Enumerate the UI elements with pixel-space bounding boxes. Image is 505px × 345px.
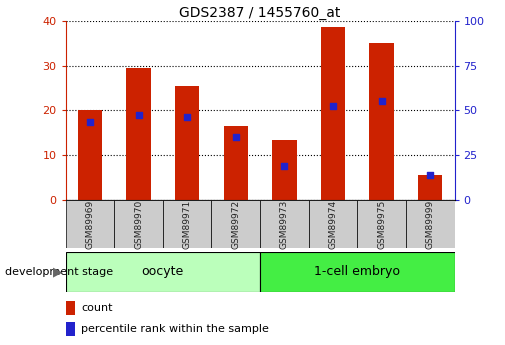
Bar — [224, 126, 248, 200]
Point — [378, 99, 386, 104]
Text: percentile rank within the sample: percentile rank within the sample — [81, 324, 269, 334]
Text: GSM89972: GSM89972 — [231, 200, 240, 249]
Point — [134, 112, 142, 118]
Bar — [66, 322, 75, 336]
Bar — [175, 86, 199, 200]
Text: development stage: development stage — [5, 267, 113, 277]
Bar — [260, 200, 309, 248]
Text: GSM89973: GSM89973 — [280, 200, 289, 249]
Text: count: count — [81, 303, 113, 313]
Point — [426, 172, 434, 178]
Text: ▶: ▶ — [53, 265, 63, 278]
Text: GSM89969: GSM89969 — [85, 200, 94, 249]
Title: GDS2387 / 1455760_at: GDS2387 / 1455760_at — [179, 6, 341, 20]
Bar — [406, 200, 454, 248]
Bar — [66, 252, 260, 292]
Bar — [163, 200, 212, 248]
Bar — [78, 110, 102, 200]
Bar — [66, 301, 75, 315]
Point — [329, 103, 337, 109]
Text: 1-cell embryo: 1-cell embryo — [314, 265, 400, 278]
Bar — [212, 200, 260, 248]
Point — [183, 115, 191, 120]
Bar — [358, 200, 406, 248]
Text: GSM89974: GSM89974 — [328, 200, 337, 249]
Text: oocyte: oocyte — [142, 265, 184, 278]
Text: GSM89971: GSM89971 — [183, 200, 192, 249]
Text: GSM89999: GSM89999 — [426, 200, 435, 249]
Bar — [126, 68, 150, 200]
Point — [280, 164, 288, 169]
Text: GSM89970: GSM89970 — [134, 200, 143, 249]
Text: GSM89975: GSM89975 — [377, 200, 386, 249]
Bar — [370, 43, 394, 200]
Point — [232, 135, 240, 140]
Bar — [66, 200, 114, 248]
Point — [86, 119, 94, 125]
Bar — [272, 139, 296, 200]
Bar — [309, 200, 357, 248]
Bar — [260, 252, 454, 292]
Bar — [418, 175, 442, 200]
Bar — [114, 200, 163, 248]
Bar — [321, 28, 345, 200]
